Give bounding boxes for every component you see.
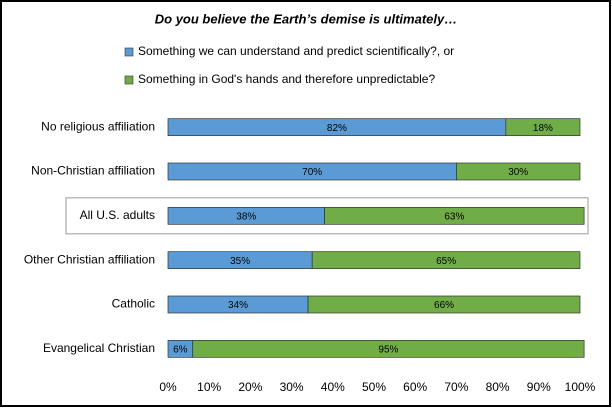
y-tick-label: Catholic bbox=[112, 297, 155, 311]
x-tick-label: 80% bbox=[486, 380, 510, 394]
data-label: 34% bbox=[228, 300, 248, 311]
legend-label: Something we can understand and predict … bbox=[138, 44, 454, 58]
y-tick-label: Evangelical Christian bbox=[43, 341, 155, 355]
chart-title: Do you believe the Earth’s demise is ult… bbox=[155, 11, 457, 26]
bar-segment bbox=[505, 118, 581, 137]
x-tick-label: 50% bbox=[362, 380, 386, 394]
y-tick-label: Non-Christian affiliation bbox=[31, 164, 155, 178]
bar-segment bbox=[311, 251, 581, 270]
x-tick-label: 60% bbox=[403, 380, 427, 394]
bar-segment bbox=[307, 295, 581, 314]
data-label: 38% bbox=[236, 211, 256, 222]
legend-label: Something in God's hands and therefore u… bbox=[138, 72, 435, 86]
data-label: 6% bbox=[173, 344, 188, 355]
data-label: 66% bbox=[434, 300, 454, 311]
data-label: 65% bbox=[436, 256, 456, 267]
bar-segment bbox=[324, 206, 585, 225]
x-tick-label: 0% bbox=[159, 380, 177, 394]
legend-swatch bbox=[124, 75, 134, 85]
x-tick-label: 90% bbox=[527, 380, 551, 394]
bar-segment bbox=[456, 162, 581, 181]
data-label: 63% bbox=[444, 211, 464, 222]
x-tick-label: 70% bbox=[444, 380, 468, 394]
legend-swatch bbox=[124, 47, 134, 57]
data-label: 70% bbox=[302, 167, 322, 178]
y-tick-label: Other Christian affiliation bbox=[24, 252, 155, 266]
data-label: 95% bbox=[378, 344, 398, 355]
bar-segment bbox=[192, 339, 585, 358]
x-tick-label: 100% bbox=[565, 380, 596, 394]
data-label: 35% bbox=[230, 256, 250, 267]
data-label: 82% bbox=[327, 123, 347, 134]
y-tick-label: All U.S. adults bbox=[80, 208, 155, 222]
x-tick-label: 20% bbox=[238, 380, 262, 394]
x-tick-label: 40% bbox=[321, 380, 345, 394]
x-tick-label: 30% bbox=[280, 380, 304, 394]
y-tick-label: No religious affiliation bbox=[41, 119, 155, 133]
highlight-box bbox=[65, 197, 589, 235]
x-tick-label: 10% bbox=[197, 380, 221, 394]
data-label: 30% bbox=[508, 167, 528, 178]
data-label: 18% bbox=[533, 123, 553, 134]
